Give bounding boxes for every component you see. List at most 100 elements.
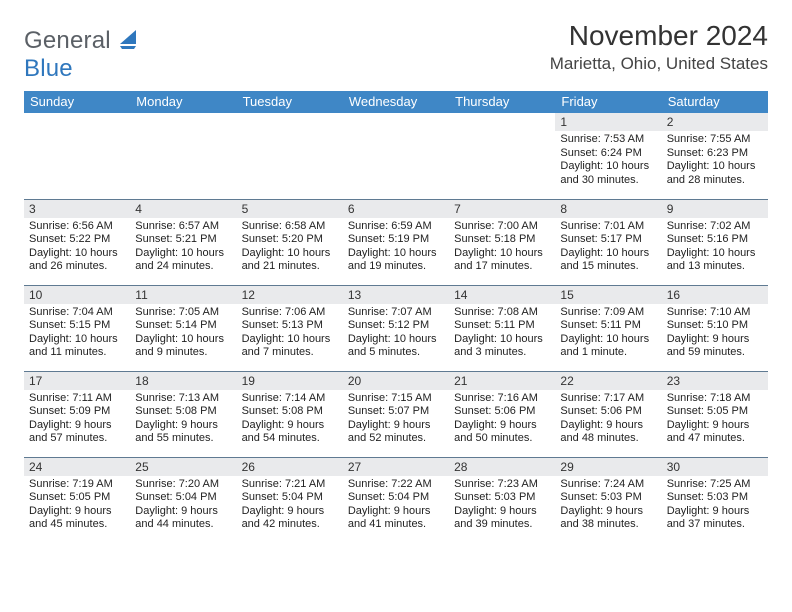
sunset-line: Sunset: 5:03 PM bbox=[560, 491, 641, 503]
daylight-line: Daylight: 10 hours and 1 minute. bbox=[560, 333, 649, 359]
sunrise-line: Sunrise: 7:22 AM bbox=[348, 478, 432, 490]
day-number: 2 bbox=[662, 113, 768, 131]
daylight-line: Daylight: 10 hours and 11 minutes. bbox=[29, 333, 118, 359]
sunrise-line: Sunrise: 7:16 AM bbox=[454, 392, 538, 404]
day-header: Wednesday bbox=[343, 91, 449, 113]
sunrise-line: Sunrise: 6:56 AM bbox=[29, 220, 113, 232]
day-number: 14 bbox=[449, 286, 555, 304]
day-number: 27 bbox=[343, 458, 449, 476]
daylight-line: Daylight: 10 hours and 21 minutes. bbox=[242, 247, 331, 273]
calendar-cell: 27Sunrise: 7:22 AMSunset: 5:04 PMDayligh… bbox=[343, 457, 449, 543]
day-number: 5 bbox=[237, 200, 343, 218]
calendar-table: SundayMondayTuesdayWednesdayThursdayFrid… bbox=[24, 91, 768, 543]
daylight-line: Daylight: 9 hours and 54 minutes. bbox=[242, 419, 325, 445]
sunrise-line: Sunrise: 7:11 AM bbox=[29, 392, 112, 404]
calendar-cell: 14Sunrise: 7:08 AMSunset: 5:11 PMDayligh… bbox=[449, 285, 555, 371]
calendar-cell: 6Sunrise: 6:59 AMSunset: 5:19 PMDaylight… bbox=[343, 199, 449, 285]
sunset-line: Sunset: 5:03 PM bbox=[667, 491, 748, 503]
day-body: Sunrise: 7:06 AMSunset: 5:13 PM Daylight:… bbox=[237, 304, 343, 363]
sunset-line: Sunset: 5:11 PM bbox=[454, 319, 535, 331]
sunrise-line: Sunrise: 7:14 AM bbox=[242, 392, 326, 404]
day-body: Sunrise: 7:25 AMSunset: 5:03 PMDaylight:… bbox=[662, 476, 768, 535]
daylight-line: Daylight: 9 hours and 42 minutes. bbox=[242, 505, 325, 531]
sunrise-line: Sunrise: 7:10 AM bbox=[667, 306, 751, 318]
day-number: 17 bbox=[24, 372, 130, 390]
daylight-line: Daylight: 10 hours and 5 minutes. bbox=[348, 333, 437, 359]
daylight-line: Daylight: 9 hours and 38 minutes. bbox=[560, 505, 643, 531]
daylight-line: Daylight: 10 hours and 17 minutes. bbox=[454, 247, 543, 273]
sunrise-line: Sunrise: 7:19 AM bbox=[29, 478, 113, 490]
day-body: Sunrise: 7:04 AMSunset: 5:15 PMDaylight:… bbox=[24, 304, 130, 363]
sunset-line: Sunset: 5:10 PM bbox=[667, 319, 748, 331]
brand-text: General Blue bbox=[24, 26, 140, 83]
day-number: 15 bbox=[555, 286, 661, 304]
sunset-line: Sunset: 5:08 PM bbox=[135, 405, 216, 417]
day-body: Sunrise: 7:07 AMSunset: 5:12 PMDaylight:… bbox=[343, 304, 449, 363]
calendar-cell: 8Sunrise: 7:01 AMSunset: 5:17 PMDaylight… bbox=[555, 199, 661, 285]
sunrise-line: Sunrise: 6:59 AM bbox=[348, 220, 432, 232]
sunrise-line: Sunrise: 7:05 AM bbox=[135, 306, 219, 318]
calendar-cell: 1Sunrise: 7:53 AMSunset: 6:24 PMDaylight… bbox=[555, 113, 661, 199]
day-number: 3 bbox=[24, 200, 130, 218]
daylight-line: Daylight: 10 hours and 26 minutes. bbox=[29, 247, 118, 273]
daylight-line: Daylight: 10 hours and 24 minutes. bbox=[135, 247, 224, 273]
day-header: Monday bbox=[130, 91, 236, 113]
daylight-line: Daylight: 10 hours and 13 minutes. bbox=[667, 247, 756, 273]
sunset-line: Sunset: 5:03 PM bbox=[454, 491, 535, 503]
day-body: Sunrise: 7:05 AMSunset: 5:14 PM Daylight:… bbox=[130, 304, 236, 363]
calendar-cell: 9Sunrise: 7:02 AMSunset: 5:16 PMDaylight… bbox=[662, 199, 768, 285]
calendar-cell: 13Sunrise: 7:07 AMSunset: 5:12 PMDayligh… bbox=[343, 285, 449, 371]
day-body: Sunrise: 7:24 AMSunset: 5:03 PM Daylight:… bbox=[555, 476, 661, 535]
sunrise-line: Sunrise: 7:21 AM bbox=[242, 478, 326, 490]
day-body: Sunrise: 7:55 AMSunset: 6:23 PMDaylight:… bbox=[662, 131, 768, 190]
sunset-line: Sunset: 5:06 PM bbox=[454, 405, 535, 417]
day-number: 1 bbox=[555, 113, 661, 131]
sunrise-line: Sunrise: 7:23 AM bbox=[454, 478, 538, 490]
calendar-cell: 18Sunrise: 7:13 AMSunset: 5:08 PMDayligh… bbox=[130, 371, 236, 457]
sunset-line: Sunset: 5:14 PM bbox=[135, 319, 216, 331]
sunrise-line: Sunrise: 7:09 AM bbox=[560, 306, 644, 318]
calendar-cell: 21Sunrise: 7:16 AMSunset: 5:06 PMDayligh… bbox=[449, 371, 555, 457]
sunrise-line: Sunrise: 7:06 AM bbox=[242, 306, 326, 318]
sunset-line: Sunset: 5:17 PM bbox=[560, 233, 641, 245]
sunrise-line: Sunrise: 6:58 AM bbox=[242, 220, 326, 232]
sunset-line: Sunset: 5:13 PM bbox=[242, 319, 323, 331]
daylight-line: Daylight: 9 hours and 52 minutes. bbox=[348, 419, 431, 445]
day-body: Sunrise: 7:18 AMSunset: 5:05 PMDaylight:… bbox=[662, 390, 768, 449]
day-header: Sunday bbox=[24, 91, 130, 113]
calendar-cell: .. bbox=[130, 113, 236, 199]
daylight-line: Daylight: 9 hours and 59 minutes. bbox=[667, 333, 750, 359]
day-number: 25 bbox=[130, 458, 236, 476]
calendar-cell: 30Sunrise: 7:25 AMSunset: 5:03 PMDayligh… bbox=[662, 457, 768, 543]
sunrise-line: Sunrise: 7:18 AM bbox=[667, 392, 751, 404]
sunset-line: Sunset: 5:05 PM bbox=[667, 405, 748, 417]
month-title: November 2024 bbox=[550, 20, 768, 52]
calendar-week: 24Sunrise: 7:19 AMSunset: 5:05 PMDayligh… bbox=[24, 457, 768, 543]
sunset-line: Sunset: 5:04 PM bbox=[135, 491, 216, 503]
day-body: Sunrise: 6:59 AMSunset: 5:19 PMDaylight:… bbox=[343, 218, 449, 277]
topbar: General Blue November 2024 Marietta, Ohi… bbox=[24, 20, 768, 83]
calendar-cell: 3Sunrise: 6:56 AMSunset: 5:22 PMDaylight… bbox=[24, 199, 130, 285]
day-number: 16 bbox=[662, 286, 768, 304]
day-header: Saturday bbox=[662, 91, 768, 113]
day-body: Sunrise: 7:13 AMSunset: 5:08 PMDaylight:… bbox=[130, 390, 236, 449]
daylight-line: Daylight: 10 hours and 3 minutes. bbox=[454, 333, 543, 359]
sunset-line: Sunset: 5:09 PM bbox=[29, 405, 110, 417]
calendar-cell: 23Sunrise: 7:18 AMSunset: 5:05 PMDayligh… bbox=[662, 371, 768, 457]
calendar-cell: 25Sunrise: 7:20 AMSunset: 5:04 PMDayligh… bbox=[130, 457, 236, 543]
day-body: Sunrise: 7:17 AMSunset: 5:06 PMDaylight:… bbox=[555, 390, 661, 449]
calendar-cell: 29Sunrise: 7:24 AMSunset: 5:03 PMDayligh… bbox=[555, 457, 661, 543]
day-header: Tuesday bbox=[237, 91, 343, 113]
sunset-line: Sunset: 6:24 PM bbox=[560, 147, 641, 159]
day-body: Sunrise: 7:21 AMSunset: 5:04 PMDaylight:… bbox=[237, 476, 343, 535]
daylight-line: Daylight: 10 hours and 15 minutes. bbox=[560, 247, 649, 273]
calendar-cell: 17Sunrise: 7:11 AMSunset: 5:09 PMDayligh… bbox=[24, 371, 130, 457]
day-number: 11 bbox=[130, 286, 236, 304]
calendar-cell: 26Sunrise: 7:21 AMSunset: 5:04 PMDayligh… bbox=[237, 457, 343, 543]
daylight-line: Daylight: 10 hours and 7 minutes. bbox=[242, 333, 331, 359]
sail-icon bbox=[118, 28, 140, 55]
daylight-line: Daylight: 10 hours and 9 minutes. bbox=[135, 333, 224, 359]
location-text: Marietta, Ohio, United States bbox=[550, 54, 768, 74]
sunrise-line: Sunrise: 7:24 AM bbox=[560, 478, 644, 490]
day-number: 8 bbox=[555, 200, 661, 218]
